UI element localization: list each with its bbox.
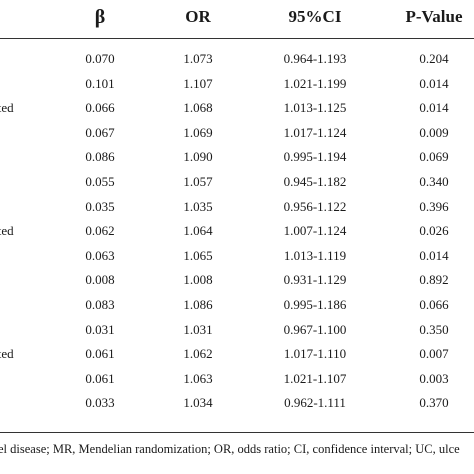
table-row: 0.055 1.057 0.945-1.182 0.340 <box>0 171 474 193</box>
cell-p-value: 0.069 <box>419 149 449 165</box>
cell-p-value: 0.350 <box>419 321 449 337</box>
table-row: 0.101 1.107 1.021-1.199 0.014 <box>0 73 474 95</box>
table-row: 0.067 1.069 1.017-1.124 0.009 <box>0 122 474 144</box>
cell-ci: 1.013-1.125 <box>283 100 347 116</box>
table-row: 0.070 1.073 0.964-1.193 0.204 <box>0 48 474 70</box>
cell-ci: 1.017-1.110 <box>283 346 347 362</box>
row-label: ated <box>0 346 14 362</box>
cell-p-value: 0.892 <box>419 272 449 288</box>
cell-or: 1.073 <box>183 51 213 66</box>
cell-beta: 0.101 <box>85 75 115 91</box>
cell-ci: 0.945-1.182 <box>283 174 347 189</box>
cell-or: 1.035 <box>183 198 213 214</box>
cell-beta: 0.061 <box>85 370 115 386</box>
table-top-rule <box>0 38 474 39</box>
cell-or: 1.031 <box>183 321 213 337</box>
cell-or: 1.086 <box>183 297 213 312</box>
cell-ci: 0.967-1.100 <box>283 321 347 337</box>
cell-beta: 0.086 <box>85 149 115 165</box>
table-row: 0.031 1.031 0.967-1.100 0.350 <box>0 319 474 341</box>
table-footnote: el disease; MR, Mendelian randomization;… <box>0 442 460 456</box>
cell-p-value: 0.014 <box>419 247 449 263</box>
cell-beta: 0.063 <box>85 247 115 263</box>
cell-beta: 0.035 <box>85 198 115 214</box>
cell-beta: 0.055 <box>85 174 115 189</box>
table-row: ated 0.062 1.064 1.007-1.124 0.026 <box>0 220 474 242</box>
cell-p-value: 0.003 <box>419 370 449 386</box>
cell-ci: 1.017-1.124 <box>283 124 347 140</box>
cell-beta: 0.062 <box>85 223 115 239</box>
cell-or: 1.062 <box>183 346 213 362</box>
cell-ci: 1.007-1.124 <box>283 223 347 239</box>
cell-beta: 0.008 <box>85 272 115 288</box>
cell-ci: 0.962-1.111 <box>284 395 346 411</box>
cell-ci: 0.956-1.122 <box>283 198 347 214</box>
cell-ci: 0.931-1.129 <box>283 272 347 288</box>
header-or: OR <box>185 7 211 26</box>
cell-beta: 0.070 <box>85 51 115 66</box>
header-p-value: P-Value <box>405 7 463 26</box>
cell-or: 1.064 <box>183 223 213 239</box>
cell-or: 1.008 <box>183 272 213 288</box>
table-header: β OR 95%CI P-Value <box>0 0 474 38</box>
cell-p-value: 0.370 <box>419 395 449 411</box>
cell-beta: 0.066 <box>85 100 115 116</box>
cell-p-value: 0.014 <box>419 100 449 116</box>
table-row: 0.086 1.090 0.995-1.194 0.069 <box>0 146 474 168</box>
table-row: ated 0.066 1.068 1.013-1.125 0.014 <box>0 97 474 119</box>
cell-ci: 1.021-1.199 <box>283 75 347 91</box>
cell-p-value: 0.340 <box>419 174 449 189</box>
cell-or: 1.069 <box>183 124 213 140</box>
cell-beta: 0.067 <box>85 124 115 140</box>
header-ci: 95%CI <box>288 7 342 26</box>
cell-or: 1.057 <box>183 174 213 189</box>
cell-or: 1.107 <box>183 75 213 91</box>
cell-beta: 0.033 <box>85 395 115 411</box>
cell-ci: 1.021-1.107 <box>283 370 347 386</box>
cell-p-value: 0.026 <box>419 223 449 239</box>
cell-or: 1.065 <box>183 247 213 263</box>
cell-p-value: 0.066 <box>419 297 449 312</box>
cell-beta: 0.061 <box>85 346 115 362</box>
cell-or: 1.034 <box>183 395 213 411</box>
cell-p-value: 0.007 <box>419 346 449 362</box>
cell-or: 1.063 <box>183 370 213 386</box>
table-row: 0.083 1.086 0.995-1.186 0.066 <box>0 294 474 316</box>
cell-p-value: 0.396 <box>419 198 449 214</box>
table-row: 0.035 1.035 0.956-1.122 0.396 <box>0 196 474 218</box>
row-label: ated <box>0 100 14 116</box>
table-row: ated 0.061 1.062 1.017-1.110 0.007 <box>0 343 474 365</box>
cell-beta: 0.031 <box>85 321 115 337</box>
cell-ci: 1.013-1.119 <box>283 247 347 263</box>
table-row: 0.033 1.034 0.962-1.111 0.370 <box>0 392 474 414</box>
row-label: ated <box>0 223 14 239</box>
cell-ci: 0.995-1.186 <box>283 297 347 312</box>
cell-p-value: 0.204 <box>419 51 449 66</box>
header-beta: β <box>94 6 106 28</box>
cell-or: 1.068 <box>183 100 213 116</box>
table-row: 0.008 1.008 0.931-1.129 0.892 <box>0 269 474 291</box>
cell-ci: 0.995-1.194 <box>283 149 347 165</box>
table-row: 0.061 1.063 1.021-1.107 0.003 <box>0 368 474 390</box>
cell-beta: 0.083 <box>85 297 115 312</box>
table-bottom-rule <box>0 432 474 433</box>
cell-p-value: 0.014 <box>419 75 449 91</box>
cell-p-value: 0.009 <box>419 124 449 140</box>
cell-or: 1.090 <box>183 149 213 165</box>
cell-ci: 0.964-1.193 <box>283 51 347 66</box>
table-row: 0.063 1.065 1.013-1.119 0.014 <box>0 245 474 267</box>
